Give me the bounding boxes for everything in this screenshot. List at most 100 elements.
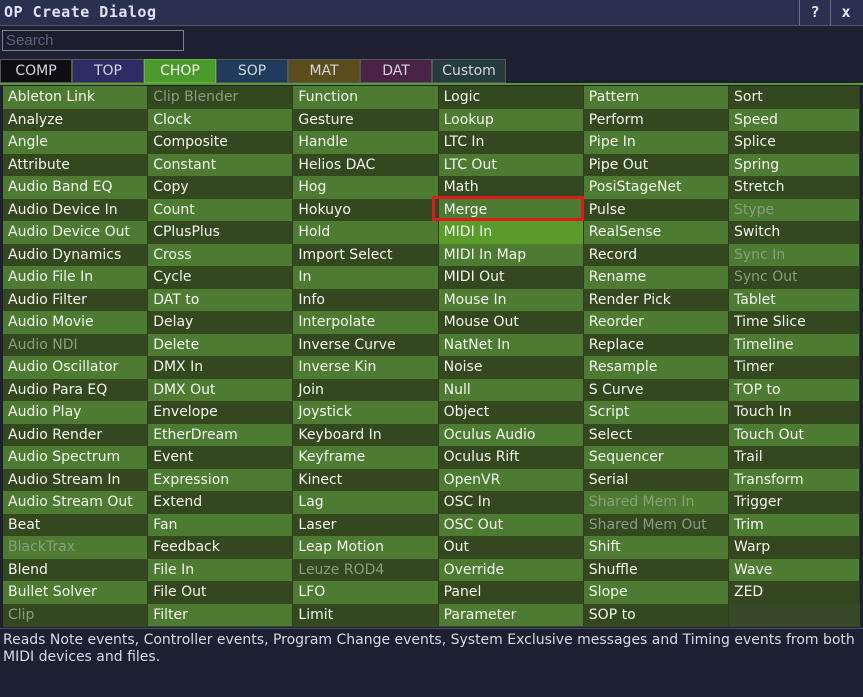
operator-ltc-in[interactable]: LTC In <box>438 131 584 154</box>
operator-clock[interactable]: Clock <box>148 108 294 131</box>
operator-attribute[interactable]: Attribute <box>3 153 149 176</box>
operator-filter[interactable]: Filter <box>148 603 294 626</box>
operator-inverse-curve[interactable]: Inverse Curve <box>293 333 439 356</box>
operator-hog[interactable]: Hog <box>293 176 439 199</box>
operator-timer[interactable]: Timer <box>729 356 860 379</box>
operator-merge[interactable]: Merge <box>438 198 584 221</box>
operator-cycle[interactable]: Cycle <box>148 266 294 289</box>
operator-panel[interactable]: Panel <box>438 581 584 604</box>
operator-analyze[interactable]: Analyze <box>3 108 149 131</box>
operator-shared-mem-out[interactable]: Shared Mem Out <box>583 513 729 536</box>
tab-comp[interactable]: COMP <box>0 59 72 83</box>
operator-blacktrax[interactable]: BlackTrax <box>3 536 149 559</box>
operator-natnet-in[interactable]: NatNet In <box>438 333 584 356</box>
operator-replace[interactable]: Replace <box>583 333 729 356</box>
operator-parameter[interactable]: Parameter <box>438 603 584 626</box>
operator-pipe-in[interactable]: Pipe In <box>583 131 729 154</box>
operator-lfo[interactable]: LFO <box>293 581 439 604</box>
operator-cross[interactable]: Cross <box>148 243 294 266</box>
operator-slope[interactable]: Slope <box>583 581 729 604</box>
operator-zed[interactable]: ZED <box>729 581 860 604</box>
operator-trail[interactable]: Trail <box>729 446 860 469</box>
help-button[interactable]: ? <box>799 0 830 25</box>
operator-top-to[interactable]: TOP to <box>729 378 860 401</box>
operator-lookup[interactable]: Lookup <box>438 108 584 131</box>
operator-s-curve[interactable]: S Curve <box>583 378 729 401</box>
operator-timeline[interactable]: Timeline <box>729 333 860 356</box>
operator-null[interactable]: Null <box>438 378 584 401</box>
operator-wave[interactable]: Wave <box>729 558 860 581</box>
operator-join[interactable]: Join <box>293 378 439 401</box>
operator-pipe-out[interactable]: Pipe Out <box>583 153 729 176</box>
operator-serial[interactable]: Serial <box>583 468 729 491</box>
operator-pulse[interactable]: Pulse <box>583 198 729 221</box>
operator-lag[interactable]: Lag <box>293 491 439 514</box>
operator-trigger[interactable]: Trigger <box>729 491 860 514</box>
operator-midi-in[interactable]: MIDI In <box>438 221 584 244</box>
operator-gesture[interactable]: Gesture <box>293 108 439 131</box>
operator-spring[interactable]: Spring <box>729 153 860 176</box>
operator-dmx-out[interactable]: DMX Out <box>148 378 294 401</box>
operator-perform[interactable]: Perform <box>583 108 729 131</box>
operator-sync-out[interactable]: Sync Out <box>729 266 860 289</box>
operator-sequencer[interactable]: Sequencer <box>583 446 729 469</box>
operator-override[interactable]: Override <box>438 558 584 581</box>
operator-sync-in[interactable]: Sync In <box>729 243 860 266</box>
operator-tablet[interactable]: Tablet <box>729 288 860 311</box>
operator-audio-para-eq[interactable]: Audio Para EQ <box>3 378 149 401</box>
operator-extend[interactable]: Extend <box>148 491 294 514</box>
operator-touch-out[interactable]: Touch Out <box>729 423 860 446</box>
operator-trim[interactable]: Trim <box>729 513 860 536</box>
operator-oculus-rift[interactable]: Oculus Rift <box>438 446 584 469</box>
operator-shuffle[interactable]: Shuffle <box>583 558 729 581</box>
operator-shift[interactable]: Shift <box>583 536 729 559</box>
operator-realsense[interactable]: RealSense <box>583 221 729 244</box>
close-button[interactable]: x <box>830 0 861 25</box>
operator-mouse-out[interactable]: Mouse Out <box>438 311 584 334</box>
operator-leap-motion[interactable]: Leap Motion <box>293 536 439 559</box>
operator-math[interactable]: Math <box>438 176 584 199</box>
operator-record[interactable]: Record <box>583 243 729 266</box>
operator-audio-file-in[interactable]: Audio File In <box>3 266 149 289</box>
operator-audio-stream-out[interactable]: Audio Stream Out <box>3 491 149 514</box>
operator-etherdream[interactable]: EtherDream <box>148 423 294 446</box>
operator-bullet-solver[interactable]: Bullet Solver <box>3 581 149 604</box>
operator-audio-device-in[interactable]: Audio Device In <box>3 198 149 221</box>
operator-midi-in-map[interactable]: MIDI In Map <box>438 243 584 266</box>
tab-sop[interactable]: SOP <box>216 59 288 83</box>
operator-leuze-rod4[interactable]: Leuze ROD4 <box>293 558 439 581</box>
operator-kinect[interactable]: Kinect <box>293 468 439 491</box>
operator-resample[interactable]: Resample <box>583 356 729 379</box>
operator-inverse-kin[interactable]: Inverse Kin <box>293 356 439 379</box>
operator-audio-play[interactable]: Audio Play <box>3 401 149 424</box>
operator-audio-stream-in[interactable]: Audio Stream In <box>3 468 149 491</box>
operator-out[interactable]: Out <box>438 536 584 559</box>
operator-audio-oscillator[interactable]: Audio Oscillator <box>3 356 149 379</box>
operator-splice[interactable]: Splice <box>729 131 860 154</box>
tab-custom[interactable]: Custom <box>432 59 506 83</box>
operator-interpolate[interactable]: Interpolate <box>293 311 439 334</box>
operator-mouse-in[interactable]: Mouse In <box>438 288 584 311</box>
operator-constant[interactable]: Constant <box>148 153 294 176</box>
operator-script[interactable]: Script <box>583 401 729 424</box>
operator-laser[interactable]: Laser <box>293 513 439 536</box>
operator-envelope[interactable]: Envelope <box>148 401 294 424</box>
operator-delete[interactable]: Delete <box>148 333 294 356</box>
tab-mat[interactable]: MAT <box>288 59 360 83</box>
operator-info[interactable]: Info <box>293 288 439 311</box>
operator-count[interactable]: Count <box>148 198 294 221</box>
operator-touch-in[interactable]: Touch In <box>729 401 860 424</box>
operator-event[interactable]: Event <box>148 446 294 469</box>
operator-helios-dac[interactable]: Helios DAC <box>293 153 439 176</box>
operator-sop-to[interactable]: SOP to <box>583 603 729 626</box>
operator-audio-band-eq[interactable]: Audio Band EQ <box>3 176 149 199</box>
operator-rename[interactable]: Rename <box>583 266 729 289</box>
operator-audio-dynamics[interactable]: Audio Dynamics <box>3 243 149 266</box>
operator-time-slice[interactable]: Time Slice <box>729 311 860 334</box>
operator-speed[interactable]: Speed <box>729 108 860 131</box>
operator-hold[interactable]: Hold <box>293 221 439 244</box>
operator-audio-render[interactable]: Audio Render <box>3 423 149 446</box>
operator-stretch[interactable]: Stretch <box>729 176 860 199</box>
operator-openvr[interactable]: OpenVR <box>438 468 584 491</box>
operator-file-in[interactable]: File In <box>148 558 294 581</box>
